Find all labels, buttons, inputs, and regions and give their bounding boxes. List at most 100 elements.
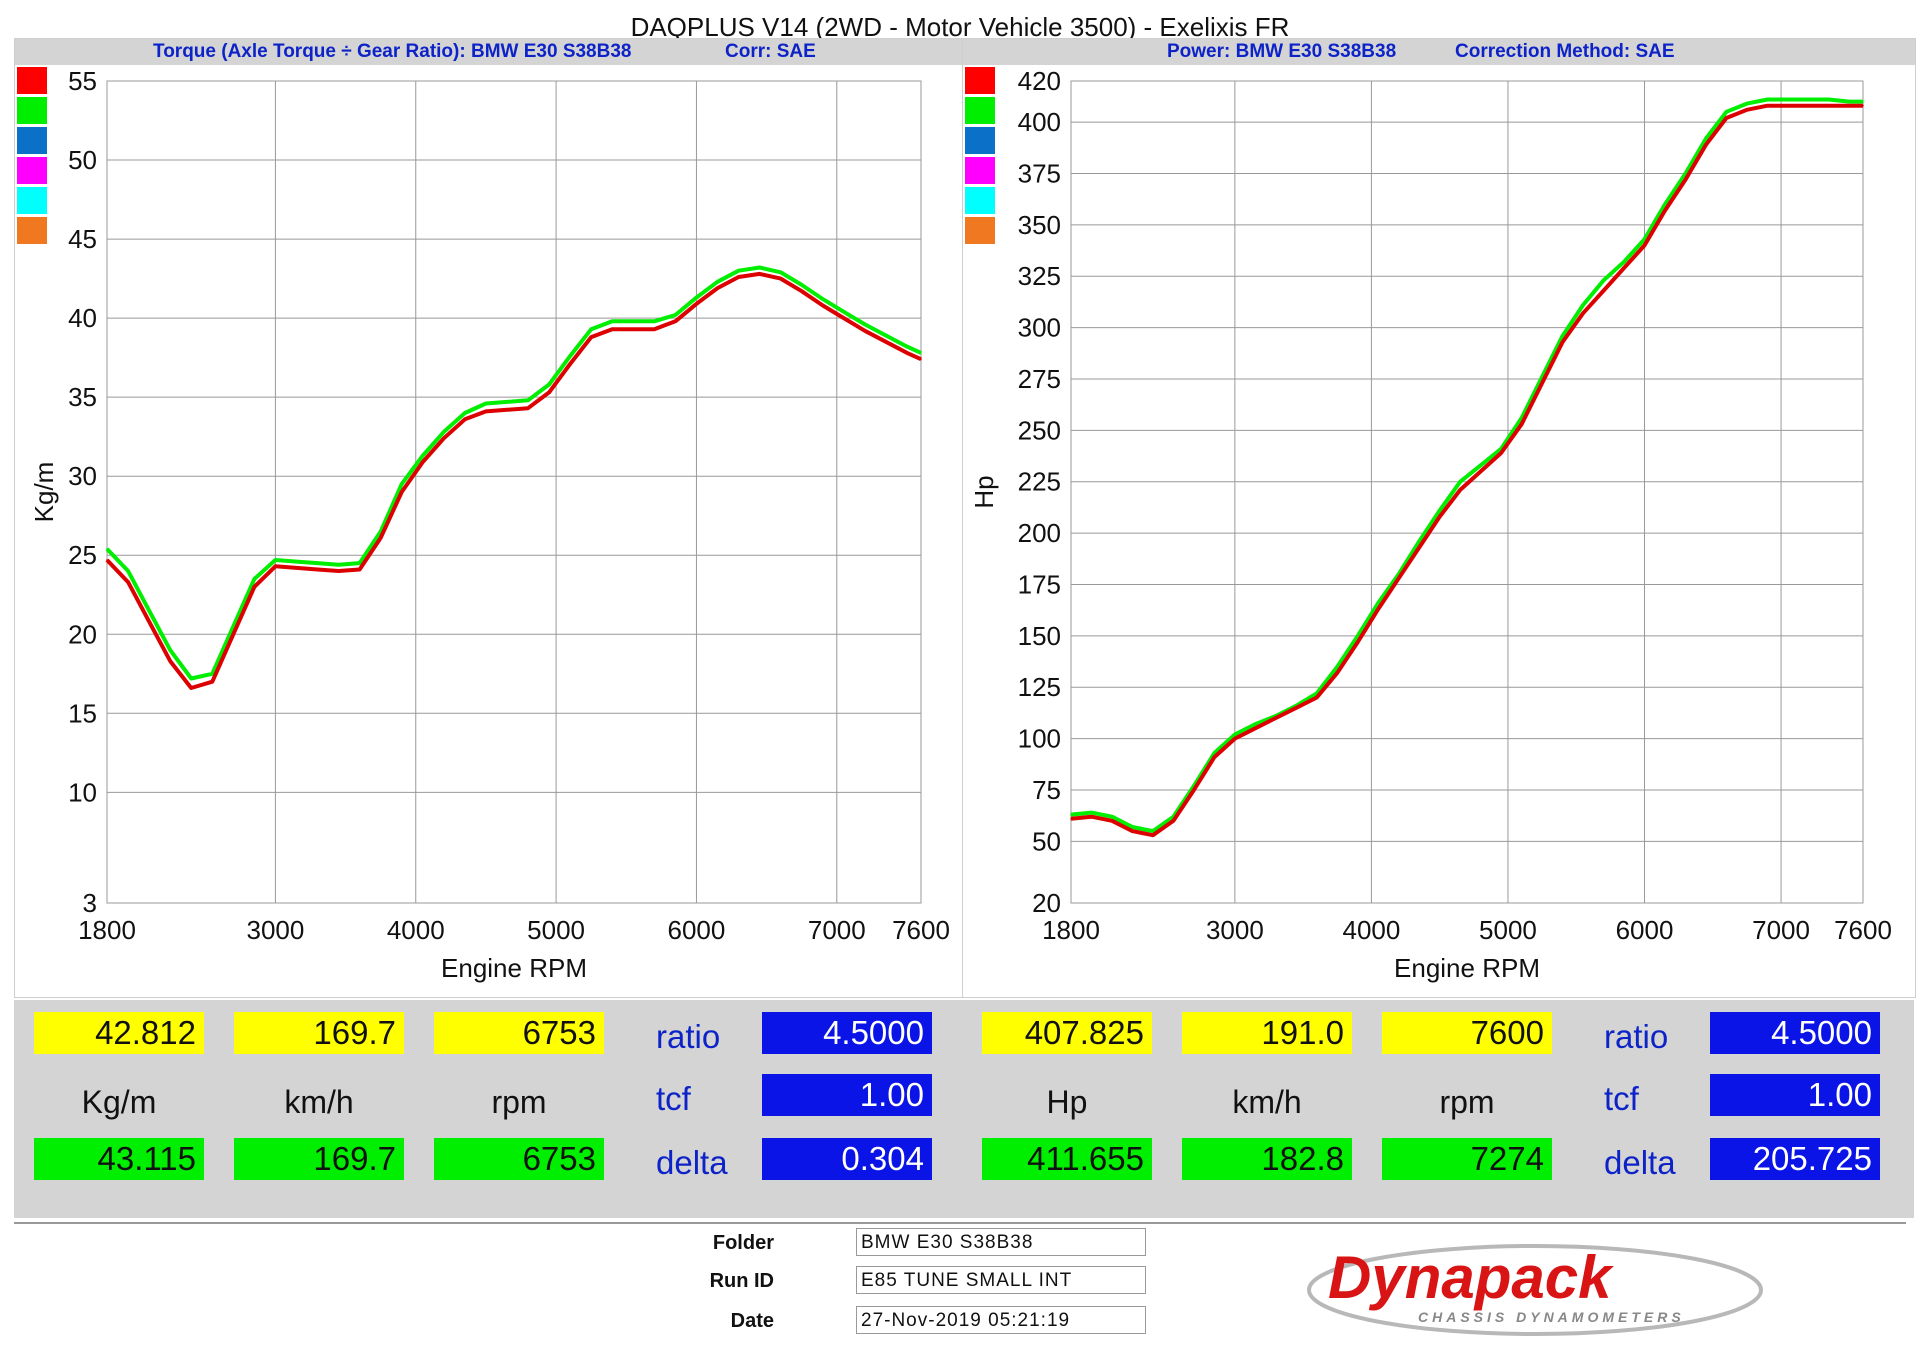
torque-unit-label: Kg/m: [81, 1084, 157, 1120]
power-series-point-0: [1254, 723, 1257, 726]
legend-swatch-green[interactable]: [17, 97, 47, 124]
power-series-point-1: [1541, 382, 1543, 384]
logo-tagline: CHASSIS DYNAMOMETERS: [1418, 1309, 1685, 1325]
power-y-axis-label: Hp: [969, 475, 999, 508]
torque-series-point-1: [920, 358, 922, 361]
legend-swatch-cyan[interactable]: [965, 187, 995, 214]
legend-swatch-blue[interactable]: [17, 127, 47, 154]
power-series-point-1: [1520, 423, 1523, 425]
power-y-tick-label: 175: [1018, 569, 1061, 599]
run-info-footer: Folder BMW E30 S38B38 Run ID E85 TUNE SM…: [14, 1222, 1906, 1348]
power-y-tick-label: 200: [1018, 518, 1061, 548]
power-chart-subtitle: Power: BMW E30 S38B38 Correction Method:…: [963, 39, 1915, 65]
torque-series-point-0: [169, 649, 171, 651]
torque-series-point-1: [232, 633, 235, 636]
legend-swatch-cyan[interactable]: [17, 187, 47, 214]
power-unit-label: Hp: [1046, 1084, 1088, 1120]
power-series-point-1: [1397, 577, 1400, 580]
power-series-point-1: [1254, 727, 1257, 730]
legend-swatch-blue[interactable]: [965, 127, 995, 154]
power-series-point-0: [1664, 203, 1666, 206]
power-series-point-0: [1213, 752, 1216, 754]
power-series-point-1: [1643, 244, 1646, 247]
power-cursor-rpm: 7600: [1382, 1012, 1552, 1054]
ratio-value: 4.5000: [1710, 1012, 1880, 1054]
torque-x-tick-label: 6000: [668, 915, 726, 945]
power-x-tick-label: 4000: [1342, 915, 1400, 945]
power-series-point-1: [1479, 470, 1482, 473]
torque-series-point-1: [590, 336, 592, 338]
legend-swatch-magenta[interactable]: [965, 157, 995, 184]
power-series-point-1: [1787, 104, 1789, 107]
legend-swatch-red[interactable]: [965, 67, 995, 94]
power-series-point-0: [1459, 480, 1461, 483]
torque-series-point-1: [864, 329, 866, 332]
torque-series-point-0: [674, 314, 677, 316]
power-series-point-1: [1070, 817, 1072, 820]
torque-series-point-1: [737, 276, 740, 278]
torque-cursor-speed: 169.7: [234, 1012, 404, 1054]
torque-plot-area: [106, 80, 922, 904]
torque-series-point-1: [906, 352, 908, 354]
power-series-point-0: [1848, 100, 1851, 103]
torque-series-point-1: [337, 570, 340, 572]
power-series-point-1: [1234, 737, 1236, 740]
torque-cursor-value: 42.812: [34, 1012, 204, 1054]
power-series-point-1: [1193, 789, 1195, 791]
legend-swatch-orange[interactable]: [965, 217, 995, 244]
logo-wordmark: Dynapack: [1328, 1244, 1614, 1311]
power-series-point-0: [1356, 635, 1359, 637]
torque-series-point-1: [506, 409, 508, 411]
power-series-point-1: [1336, 672, 1339, 674]
torque-series-point-0: [590, 328, 592, 330]
date-label: Date: [730, 1310, 774, 1332]
torque-series-point-0: [464, 412, 466, 414]
power-y-tick-label: 375: [1018, 158, 1061, 188]
torque-series-point-0: [800, 284, 803, 286]
power-y-tick-label: 100: [1018, 724, 1061, 754]
power-y-tick-label: 125: [1018, 672, 1061, 702]
legend-swatch-magenta[interactable]: [17, 157, 47, 184]
torque-series-point-1: [379, 537, 382, 539]
torque-series-point-1: [358, 568, 361, 571]
delta-label: delta: [656, 1144, 728, 1181]
torque-series-point-0: [253, 578, 256, 580]
torque-series-point-1: [695, 303, 698, 305]
power-series-line-1: [1070, 103, 1863, 838]
power-series-point-1: [1623, 267, 1625, 269]
torque-series-point-0: [485, 402, 487, 405]
power-series-point-0: [1602, 279, 1605, 282]
power-series-point-0: [1234, 733, 1236, 736]
tcf-value: 1.00: [762, 1074, 932, 1116]
rpm-unit-label: rpm: [1439, 1084, 1495, 1120]
torque-series-point-0: [190, 677, 193, 680]
power-series-point-0: [1315, 692, 1318, 695]
torque-series-point-0: [400, 483, 403, 485]
torque-series-point-1: [169, 660, 171, 662]
ratio-label: ratio: [1604, 1018, 1669, 1055]
torque-subtitle-correction: Corr: SAE: [725, 41, 816, 62]
torque-series-point-0: [506, 401, 508, 403]
torque-series-point-0: [611, 320, 614, 323]
legend-swatch-orange[interactable]: [17, 217, 47, 244]
torque-series-point-1: [190, 687, 193, 689]
speed-unit-label: km/h: [1232, 1084, 1302, 1120]
torque-series-point-0: [821, 298, 824, 300]
torque-series-point-0: [864, 323, 866, 326]
torque-series-point-0: [569, 355, 571, 357]
torque-series-point-1: [611, 328, 614, 330]
torque-series-point-0: [737, 269, 740, 272]
dynapack-logo: Dynapack CHASSIS DYNAMOMETERS: [1307, 1244, 1763, 1336]
legend-swatch-red[interactable]: [17, 67, 47, 94]
torque-series-point-1: [548, 391, 550, 394]
torque-series-point-0: [106, 548, 108, 550]
torque-series-point-0: [632, 320, 635, 323]
power-subtitle-correction: Correction Method: SAE: [1455, 41, 1675, 62]
torque-series-point-1: [421, 461, 424, 463]
power-series-point-1: [1315, 696, 1318, 699]
power-y-tick-label: 420: [1018, 66, 1061, 96]
legend-swatch-green[interactable]: [965, 97, 995, 124]
tcf-label: tcf: [656, 1080, 691, 1117]
power-series-point-1: [1356, 641, 1359, 643]
report-title: DAQPLUS V14 (2WD - Motor Vehicle 3500) -…: [630, 12, 1290, 42]
